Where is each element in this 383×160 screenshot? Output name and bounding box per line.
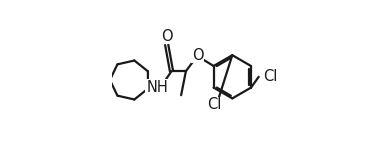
Text: Cl: Cl xyxy=(208,97,222,112)
Text: O: O xyxy=(192,48,204,63)
Text: NH: NH xyxy=(146,80,168,95)
Text: O: O xyxy=(161,28,172,44)
Text: Cl: Cl xyxy=(264,69,278,84)
